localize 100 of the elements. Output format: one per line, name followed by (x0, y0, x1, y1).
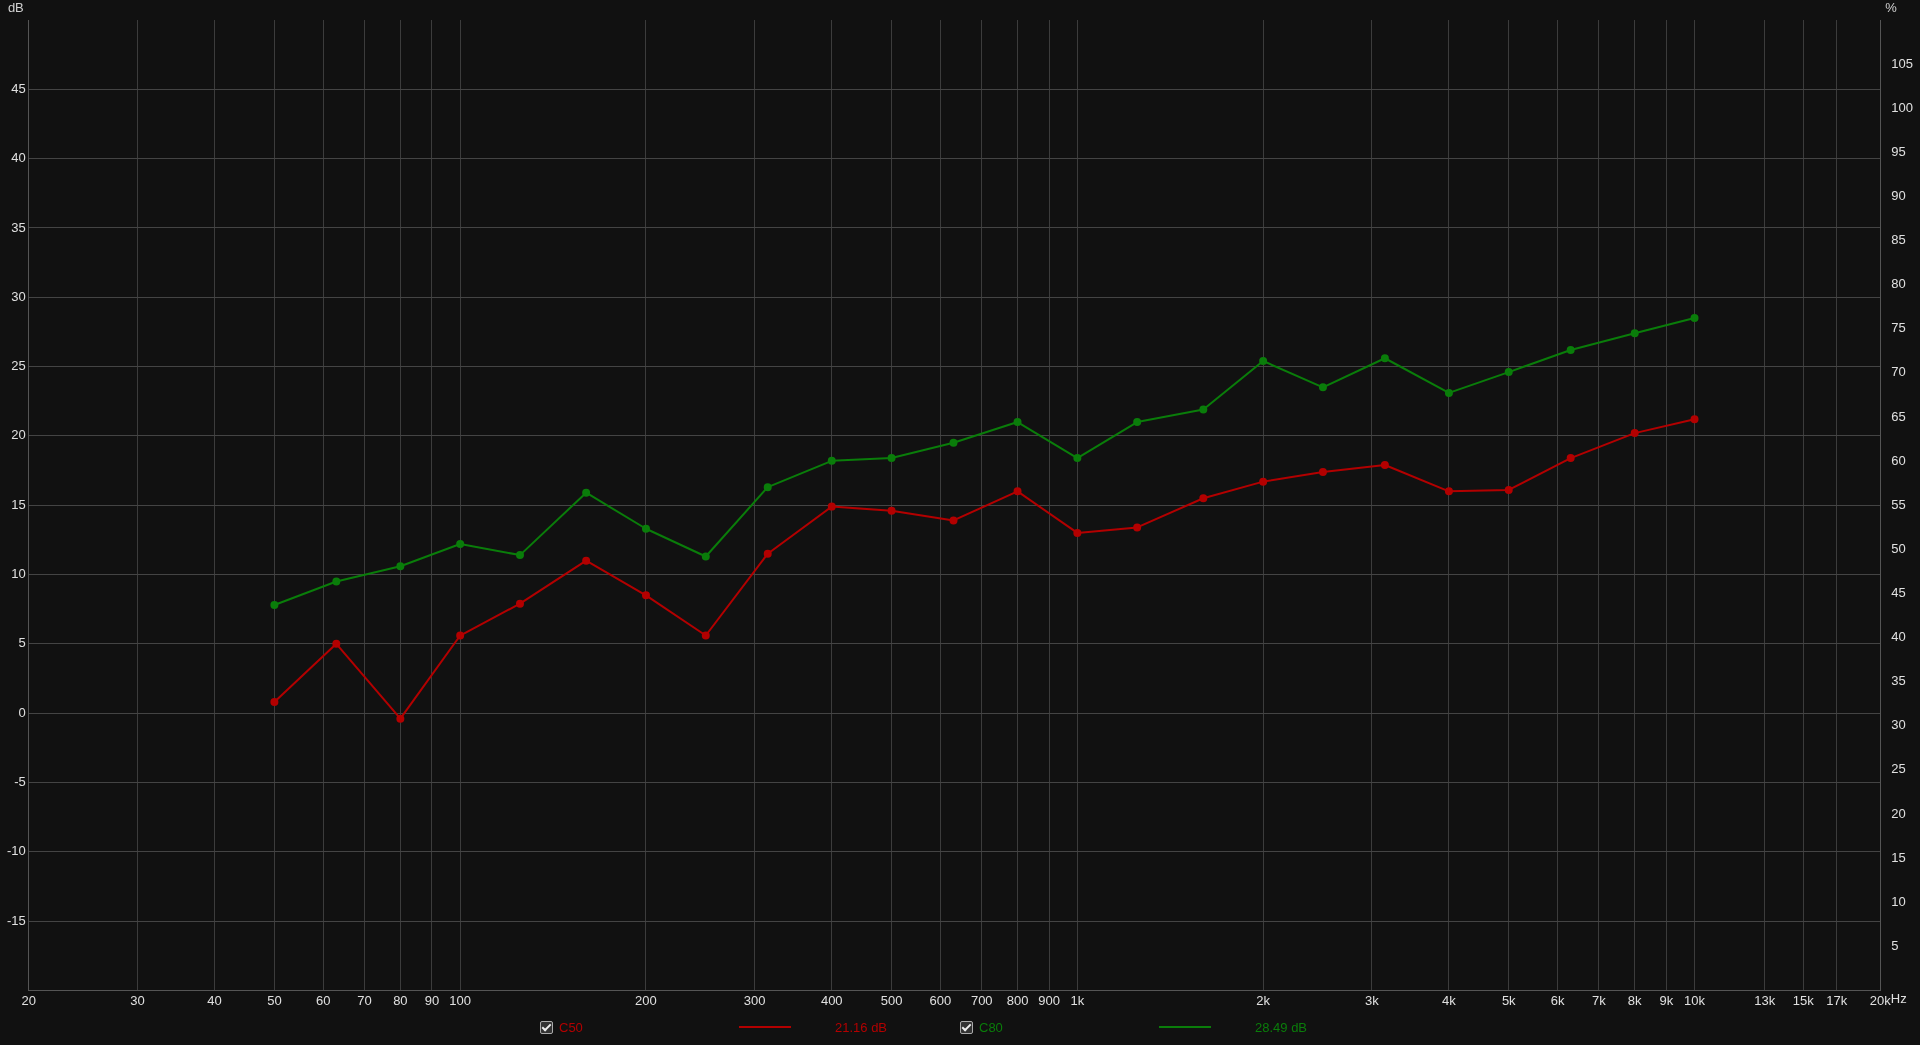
point (1504, 368, 1513, 377)
x-tick-label: 5k (1501, 992, 1517, 1008)
point (456, 631, 465, 640)
y-axis-title: dB (7, 0, 24, 16)
x-tick-label: 900 (1038, 992, 1060, 1008)
y2-tick-label: 35 (1891, 673, 1906, 689)
point (949, 438, 958, 447)
point (1504, 485, 1513, 494)
point (1690, 314, 1699, 323)
y-tick-label: 30 (11, 288, 26, 304)
point (763, 549, 772, 558)
text: C50 (559, 1019, 584, 1035)
point (1133, 418, 1142, 427)
x-tick-label: 6k (1550, 992, 1565, 1008)
x-tick-label: 1k (1070, 992, 1085, 1008)
x-tick-label: 800 (1006, 992, 1029, 1008)
point (1444, 487, 1453, 496)
y-tick-label: 45 (11, 80, 26, 96)
x-tick-label: 9k (1659, 992, 1674, 1008)
point (1259, 477, 1268, 486)
y-tick-label: -15 (6, 912, 26, 928)
y-tick-label: 15 (11, 496, 26, 512)
point (827, 456, 836, 465)
x-axis-title: Hz (1890, 991, 1907, 1007)
point (1380, 354, 1389, 363)
point (1259, 357, 1268, 366)
point (1318, 467, 1327, 476)
y2-tick-label: 85 (1891, 232, 1906, 248)
point (1566, 345, 1575, 354)
point (887, 454, 896, 463)
x-tick-label: 3k (1364, 992, 1380, 1008)
x-tick-label: 10k (1684, 992, 1706, 1008)
point (949, 516, 958, 525)
point (701, 552, 710, 561)
x-tick-label: 20k (1869, 992, 1892, 1008)
y2-tick-label: 70 (1891, 364, 1906, 380)
x-tick-label: 30 (130, 992, 145, 1008)
point (1133, 523, 1142, 532)
point (701, 631, 710, 640)
x-tick-label: 17k (1826, 992, 1848, 1008)
y2-tick-label: 50 (1891, 540, 1906, 556)
y2-tick-label: 20 (1891, 805, 1906, 821)
x-tick-label: 4k (1442, 992, 1457, 1008)
point (1630, 329, 1639, 338)
y2-tick-label: 60 (1891, 452, 1906, 468)
y2-tick-label: 10 (1891, 893, 1906, 909)
x-tick-label: 8k (1627, 992, 1643, 1008)
point (1630, 429, 1639, 438)
y-tick-label: 0 (18, 704, 26, 720)
point (763, 483, 772, 492)
x-tick-label: 500 (880, 992, 903, 1008)
y2-tick-label: 15 (1891, 849, 1906, 865)
x-tick-label: 300 (743, 992, 766, 1008)
y-tick-label: 20 (11, 427, 26, 443)
text: 28.49 dB (1255, 1019, 1308, 1035)
y2-tick-label: 65 (1891, 408, 1906, 424)
point (1073, 528, 1082, 537)
y-tick-label: -10 (6, 843, 26, 859)
y2-tick-label: 95 (1891, 143, 1906, 159)
y2-tick-label: 105 (1891, 55, 1914, 71)
y2-tick-label: 40 (1891, 629, 1906, 645)
point (515, 599, 524, 608)
x-tick-label: 60 (316, 992, 331, 1008)
x-tick-label: 40 (207, 992, 222, 1008)
x-tick-label: 80 (393, 992, 408, 1008)
point (515, 551, 524, 560)
point (1566, 454, 1575, 463)
text: C80 (979, 1019, 1004, 1035)
point (1318, 383, 1327, 392)
x-tick-label: 100 (449, 992, 472, 1008)
y2-tick-label: 30 (1891, 717, 1906, 733)
point (887, 506, 896, 515)
point (1380, 461, 1389, 469)
y-tick-label: 5 (18, 635, 26, 651)
y-tick-label: 35 (11, 219, 26, 235)
x-tick-label: 13k (1754, 992, 1776, 1008)
y2-tick-label: 90 (1891, 188, 1906, 204)
y2-tick-label: 45 (1891, 585, 1906, 600)
x-tick-label: 200 (635, 992, 657, 1008)
point (827, 502, 836, 511)
point (270, 698, 279, 707)
point (270, 601, 279, 610)
y2-tick-label: 25 (1891, 761, 1906, 777)
text: 21.16 dB (835, 1019, 888, 1035)
y2-tick-label: 80 (1891, 276, 1906, 292)
y2-tick-label: 55 (1891, 496, 1906, 512)
x-tick-label: 15k (1792, 992, 1815, 1008)
x-tick-label: 70 (357, 992, 372, 1008)
x-tick-label: 50 (267, 992, 282, 1008)
x-tick-label: 600 (929, 992, 952, 1008)
x-tick-label: 700 (970, 992, 993, 1008)
point (641, 591, 650, 600)
point (456, 540, 465, 549)
point (1444, 388, 1453, 397)
y2-axis-title: % (1885, 0, 1898, 16)
point (332, 577, 341, 586)
y-tick-label: 10 (11, 566, 26, 582)
point (1073, 454, 1082, 463)
y2-tick-label: 75 (1891, 320, 1906, 336)
x-tick-label: 400 (820, 992, 843, 1008)
